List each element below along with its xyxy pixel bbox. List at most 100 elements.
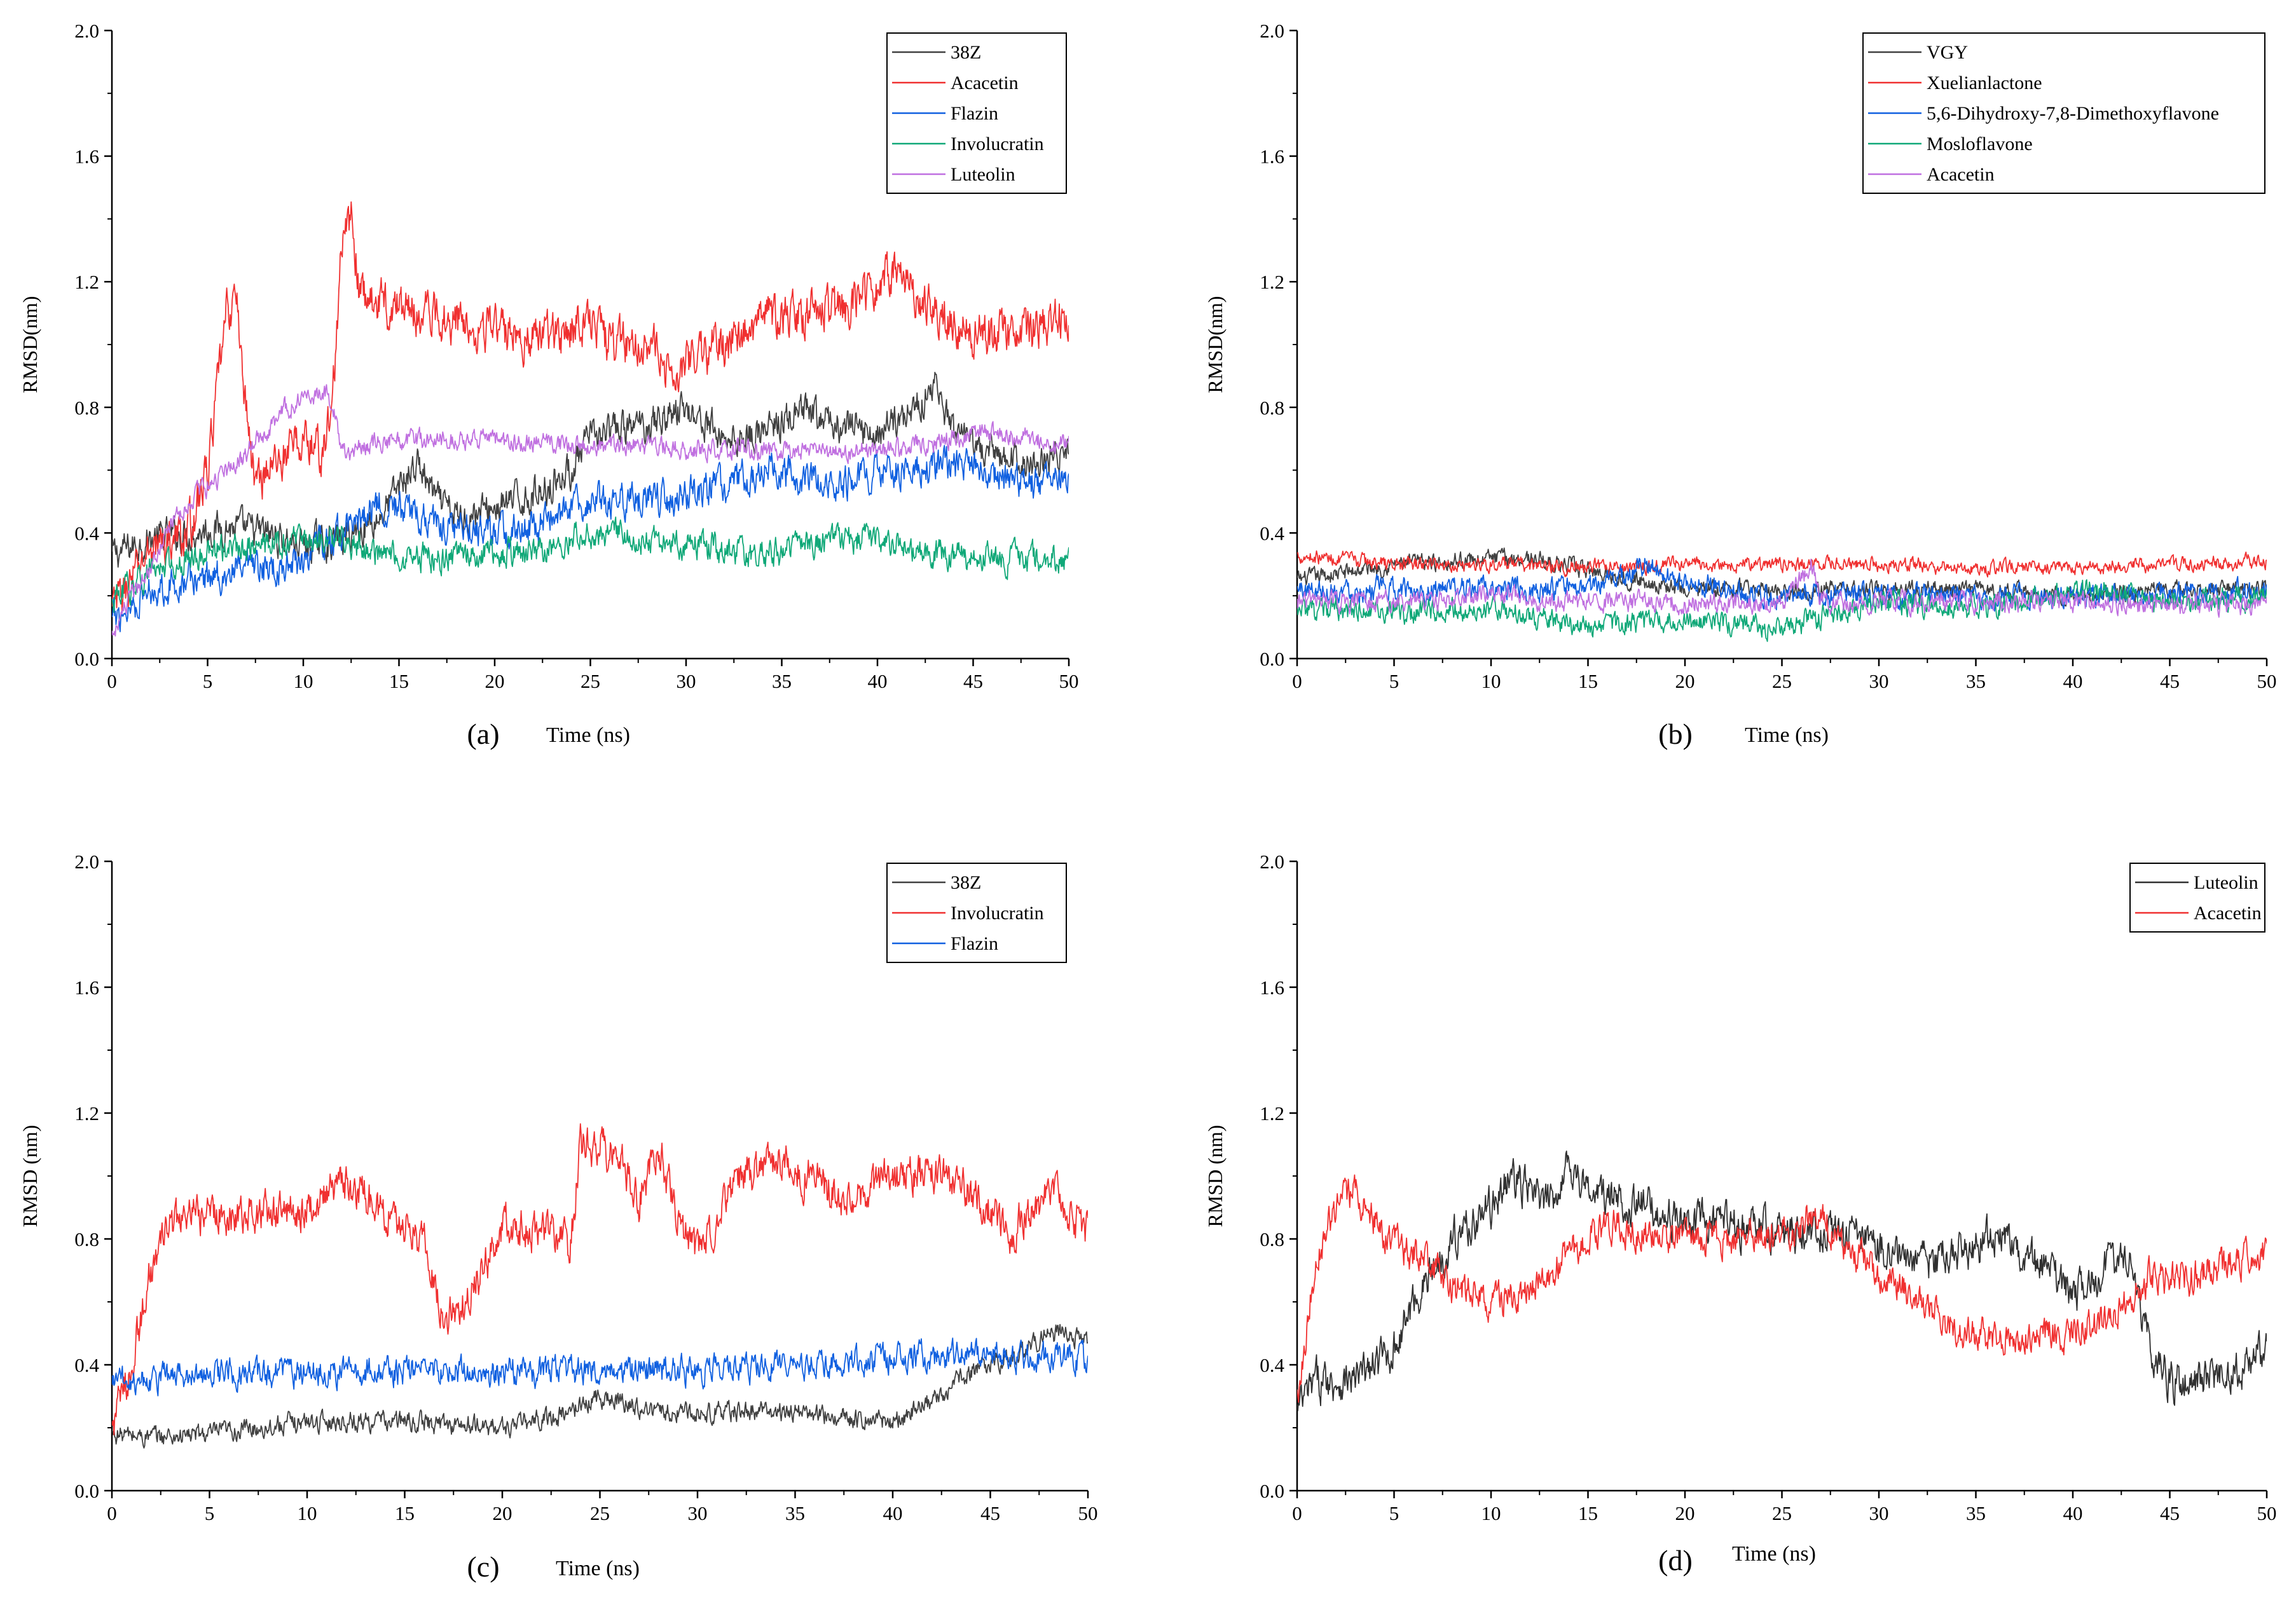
legend-label: 5,6-Dihydroxy-7,8-Dimethoxyflavone xyxy=(1927,103,2219,124)
x-tick-label: 20 xyxy=(493,1502,512,1524)
y-tick-label: 2.0 xyxy=(1260,20,1284,42)
y-tick-label: 0.8 xyxy=(74,397,99,419)
y-tick-label: 0.0 xyxy=(74,648,99,670)
legend-label: Acacetin xyxy=(951,72,1019,93)
series-line-acacetin xyxy=(112,201,1069,613)
panel-b: 0 5 10 15 20 25 30 35 40 45 50 0.0 0.4 0.8 1.2 1.6 2.0 RM… xyxy=(1204,20,2277,750)
panel-label: (a) xyxy=(467,718,499,750)
series-line-38z xyxy=(112,371,1069,568)
x-tick-label: 20 xyxy=(485,670,505,692)
x-axis-label: Time (ns) xyxy=(556,1557,640,1580)
x-tick-label: 5 xyxy=(203,670,213,692)
x-tick-label: 5 xyxy=(205,1502,215,1524)
x-tick-label: 0 xyxy=(107,670,117,692)
x-tick-label: 10 xyxy=(298,1502,317,1524)
x-tick-label: 35 xyxy=(772,670,792,692)
x-axis-label: Time (ns) xyxy=(1732,1542,1816,1566)
x-tick-label: 15 xyxy=(395,1502,415,1524)
series-line-acacetin xyxy=(1297,558,2267,618)
legend-label: Acacetin xyxy=(1927,164,1995,185)
x-tick-label: 35 xyxy=(785,1502,805,1524)
series-line-acacetin xyxy=(1297,1174,2267,1403)
y-tick-label: 0.4 xyxy=(1260,1354,1284,1376)
x-tick-label: 30 xyxy=(1869,1502,1889,1524)
legend-label: 38Z xyxy=(951,42,981,63)
x-tick-label: 20 xyxy=(1675,1502,1695,1524)
y-tick-label: 1.6 xyxy=(1260,146,1284,168)
series-group xyxy=(112,1123,1088,1449)
series-line-mosloflavone xyxy=(1297,579,2267,642)
series-line-involucratin xyxy=(112,516,1069,613)
legend-label: Luteolin xyxy=(2194,872,2258,893)
x-tick-label: 15 xyxy=(1578,670,1598,692)
y-axis-label: RMSD(nm) xyxy=(18,296,41,393)
series-line-xuelianlactone xyxy=(1297,550,2267,578)
y-tick-label: 1.6 xyxy=(74,976,99,999)
y-tick-label: 2.0 xyxy=(74,20,99,42)
x-tick-label: 40 xyxy=(883,1502,903,1524)
x-tick-label: 45 xyxy=(980,1502,1000,1524)
legend-label: 38Z xyxy=(951,872,981,893)
y-tick-label: 2.0 xyxy=(1260,851,1284,873)
legend-label: Involucratin xyxy=(951,903,1044,924)
x-tick-label: 10 xyxy=(1481,1502,1501,1524)
y-axis-label: RMSD(nm) xyxy=(1204,296,1227,393)
x-tick-label: 10 xyxy=(294,670,313,692)
x-tick-label: 10 xyxy=(1481,670,1501,692)
x-tick-label: 35 xyxy=(1966,670,1986,692)
y-tick-label: 1.6 xyxy=(74,146,99,168)
x-tick-label: 25 xyxy=(1772,1502,1792,1524)
y-tick-label: 0.8 xyxy=(74,1228,99,1250)
y-tick-label: 1.2 xyxy=(1260,271,1284,293)
legend-label: VGY xyxy=(1927,42,1968,63)
x-tick-label: 25 xyxy=(590,1502,610,1524)
y-tick-label: 0.4 xyxy=(1260,522,1284,544)
x-tick-label: 40 xyxy=(2063,670,2083,692)
legend: VGY Xuelianlactone 5,6-Dihydroxy-7,8-Dimet… xyxy=(1862,32,2265,194)
y-tick-label: 1.2 xyxy=(74,271,99,293)
x-tick-label: 30 xyxy=(1869,670,1889,692)
y-tick-label: 0.0 xyxy=(74,1480,99,1502)
panel-a: 0 5 10 15 20 25 30 35 40 45 50 0.0 0.4 0.8 1.2 1.6 2.0 RM… xyxy=(18,20,1079,750)
x-tick-label: 45 xyxy=(2160,1502,2180,1524)
y-tick-label: 0.0 xyxy=(1260,648,1284,670)
legend-label: Acacetin xyxy=(2194,903,2262,924)
legend-label: Flazin xyxy=(951,103,998,124)
y-tick-label: 0.4 xyxy=(74,1354,99,1376)
x-tick-label: 50 xyxy=(1059,670,1079,692)
x-tick-label: 45 xyxy=(2160,670,2180,692)
legend-label: Involucratin xyxy=(951,133,1044,154)
x-tick-label: 50 xyxy=(1078,1502,1098,1524)
x-tick-label: 15 xyxy=(1578,1502,1598,1524)
x-tick-label: 20 xyxy=(1675,670,1695,692)
x-axis-label: Time (ns) xyxy=(546,723,630,747)
panel-label: (b) xyxy=(1658,718,1693,750)
x-tick-label: 5 xyxy=(1389,1502,1399,1524)
legend-box xyxy=(1862,32,2265,194)
y-tick-label: 0.8 xyxy=(1260,1228,1284,1250)
legend: 38Z Involucratin Flazin xyxy=(886,863,1067,963)
x-tick-label: 35 xyxy=(1966,1502,1986,1524)
x-tick-label: 0 xyxy=(1292,1502,1302,1524)
legend-box xyxy=(2129,863,2265,933)
legend: Luteolin Acacetin xyxy=(2129,863,2265,933)
panel-label: (d) xyxy=(1658,1544,1693,1576)
x-tick-label: 25 xyxy=(1772,670,1792,692)
legend-label: Luteolin xyxy=(951,164,1015,185)
x-tick-label: 45 xyxy=(963,670,983,692)
x-tick-label: 0 xyxy=(107,1502,117,1524)
series-group xyxy=(1297,547,2267,642)
x-tick-label: 0 xyxy=(1292,670,1302,692)
x-tick-label: 50 xyxy=(2257,670,2277,692)
panel-d: 0 5 10 15 20 25 30 35 40 45 50 0.0 0.4 0.8 1.2 1.6 2.0 RM… xyxy=(1204,851,2277,1576)
legend-label: Mosloflavone xyxy=(1927,133,2033,154)
y-tick-label: 0.8 xyxy=(1260,397,1284,419)
series-group xyxy=(112,201,1069,637)
series-line-luteolin xyxy=(112,384,1069,637)
series-line-flazin xyxy=(112,1337,1088,1397)
y-tick-label: 0.0 xyxy=(1260,1480,1284,1502)
y-tick-label: 1.6 xyxy=(1260,976,1284,999)
y-tick-label: 1.2 xyxy=(1260,1102,1284,1125)
x-axis-label: Time (ns) xyxy=(1745,723,1829,747)
